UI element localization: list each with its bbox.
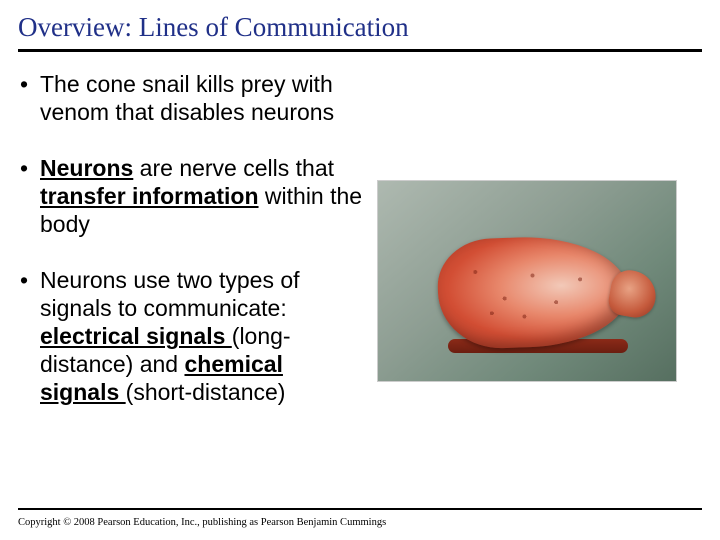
cone-snail-image [377, 180, 677, 382]
text-run: electrical signals [40, 323, 232, 349]
bullet-item: •Neurons are nerve cells that transfer i… [18, 154, 363, 238]
text-run: (short-distance) [126, 379, 286, 405]
slide-title: Overview: Lines of Communication [18, 12, 702, 43]
bullet-item: •Neurons use two types of signals to com… [18, 266, 363, 406]
title-rule [18, 49, 702, 52]
image-column [377, 70, 677, 434]
bullet-text: The cone snail kills prey with venom tha… [40, 70, 363, 126]
content-area: •The cone snail kills prey with venom th… [18, 70, 702, 434]
text-run: are nerve cells that [133, 155, 334, 181]
bullet-item: •The cone snail kills prey with venom th… [18, 70, 363, 126]
bullet-marker: • [18, 154, 40, 182]
slide: Overview: Lines of Communication •The co… [0, 0, 720, 540]
footer-rule [18, 508, 702, 510]
bullet-text: Neurons are nerve cells that transfer in… [40, 154, 363, 238]
bullet-text: Neurons use two types of signals to comm… [40, 266, 363, 406]
text-run: transfer information [40, 183, 259, 209]
bullet-marker: • [18, 70, 40, 98]
copyright-text: Copyright © 2008 Pearson Education, Inc.… [18, 517, 386, 528]
text-run: Neurons use two types of signals to comm… [40, 267, 300, 321]
bullet-marker: • [18, 266, 40, 294]
text-run: Neurons [40, 155, 133, 181]
text-column: •The cone snail kills prey with venom th… [18, 70, 363, 434]
bullet-list: •The cone snail kills prey with venom th… [18, 70, 363, 406]
text-run: The cone snail kills prey with venom tha… [40, 71, 334, 125]
